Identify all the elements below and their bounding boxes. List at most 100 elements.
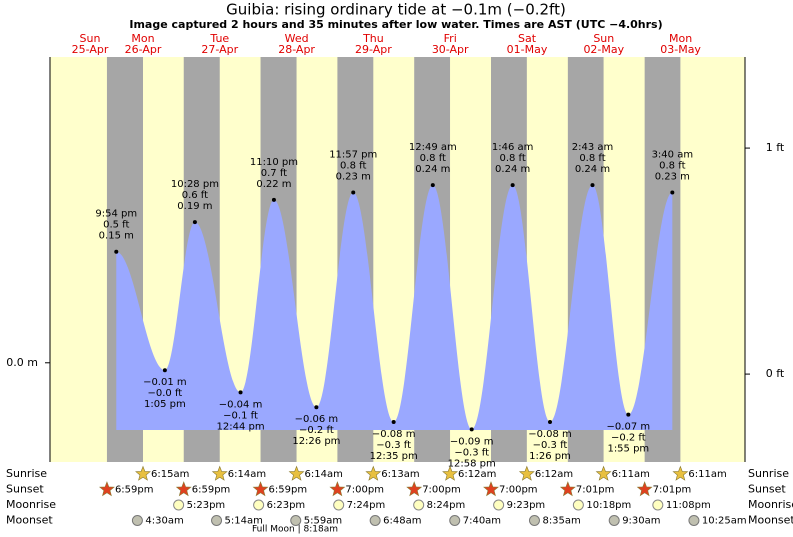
tide-m: 0.19 m (177, 201, 212, 212)
tide-ft: 0.7 ft (261, 168, 287, 179)
tide-time: 1:26 pm (529, 451, 571, 462)
row-label-left: Moonrise (6, 498, 56, 511)
row-time: 7:00pm (499, 485, 538, 496)
tide-time: 1:05 pm (144, 399, 186, 410)
tide-point (271, 197, 276, 202)
tide-m: 0.24 m (415, 164, 450, 175)
row-time: 6:13am (381, 469, 419, 480)
tide-ft: −0.3 ft (533, 440, 568, 451)
moonrise-icon (493, 499, 505, 511)
day-date: 03-May (660, 43, 701, 56)
row-time: 6:59pm (192, 485, 231, 496)
tide-ft: −0.3 ft (454, 447, 489, 458)
day-weekday: Thu (362, 32, 384, 45)
moonset-icon (449, 515, 461, 526)
tide-m: 0.22 m (256, 179, 291, 190)
row-time: 6:59pm (115, 485, 154, 496)
sunset-icon (329, 481, 346, 497)
sunset-icon (175, 481, 192, 497)
tide-ft: −0.3 ft (376, 440, 411, 451)
day-weekday: Sun (593, 32, 614, 45)
moonset-icon (369, 515, 381, 526)
y2-tick-label: 1 ft (766, 141, 785, 154)
day-date: 02-May (583, 43, 624, 56)
moonrise-icon (173, 499, 185, 511)
sunset-icon (483, 481, 499, 497)
row-time: 6:12am (535, 469, 573, 480)
tide-m: −0.06 m (295, 414, 339, 425)
day-date: 29-Apr (355, 43, 392, 56)
tide-m: −0.04 m (219, 399, 263, 410)
tide-point (547, 420, 552, 425)
tide-ft: −0.0 ft (147, 388, 182, 399)
tide-point (469, 427, 474, 432)
tide-time: 12:26 pm (292, 436, 340, 447)
tide-time: 3:40 am (652, 149, 694, 160)
tide-time: 1:55 pm (607, 444, 649, 455)
tide-time: 12:44 pm (216, 421, 264, 432)
tide-m: 0.23 m (655, 171, 690, 182)
day-weekday: Mon (131, 32, 154, 45)
row-time: 7:00pm (422, 485, 461, 496)
day-weekday: Sat (518, 32, 537, 45)
tide-ft: −0.1 ft (223, 410, 258, 421)
tide-point (590, 183, 595, 188)
row-time: 6:48am (383, 516, 421, 527)
day-weekday: Wed (285, 32, 309, 45)
tide-time: 12:58 pm (448, 458, 496, 469)
sunrise-icon (595, 465, 612, 481)
day-weekday: Tue (209, 32, 229, 45)
y2-tick-label: 0 ft (766, 367, 785, 380)
tide-time: 11:57 pm (329, 149, 377, 160)
tide-m: 0.23 m (336, 171, 371, 182)
tide-point (114, 249, 119, 254)
moonrise-icon (253, 499, 265, 511)
sunset-icon (406, 481, 423, 497)
chart-title: Guibia: rising ordinary tide at −0.1m (−… (226, 1, 566, 19)
row-time: 6:59pm (269, 485, 308, 496)
tide-m: 0.15 m (99, 231, 134, 242)
tide-m: 0.24 m (495, 164, 530, 175)
tide-ft: 0.8 ft (499, 153, 525, 164)
tide-point (670, 190, 675, 195)
tide-m: −0.01 m (143, 377, 187, 388)
moonset-icon (211, 515, 223, 526)
row-time: 6:14am (228, 469, 266, 480)
day-date: 25-Apr (72, 43, 109, 56)
chart-subtitle: Image captured 2 hours and 35 minutes af… (129, 18, 662, 31)
tide-ft: 0.8 ft (659, 160, 685, 171)
tide-m: −0.07 m (607, 422, 651, 433)
sunrise-icon (518, 465, 535, 481)
day-weekday: Fri (444, 32, 457, 45)
row-time: 9:23pm (507, 500, 546, 511)
tide-time: 11:10 pm (250, 157, 298, 168)
sunrise-icon (672, 465, 689, 481)
sunrise-icon (288, 465, 305, 481)
row-label-right: Sunrise (748, 467, 789, 480)
tide-point (314, 405, 319, 410)
day-date: 28-Apr (278, 43, 315, 56)
row-time: 7:01pm (576, 485, 615, 496)
tide-point (192, 220, 197, 225)
day-weekday: Sun (80, 32, 101, 45)
row-time: 6:12am (458, 469, 496, 480)
moonset-icon (688, 515, 700, 526)
tide-ft: 0.5 ft (103, 220, 129, 231)
day-date: 26-Apr (125, 43, 162, 56)
row-time: 5:23pm (187, 500, 226, 511)
row-time: 7:01pm (653, 485, 692, 496)
tide-ft: 0.8 ft (420, 153, 446, 164)
tide-point (162, 368, 167, 373)
tide-time: 9:54 pm (95, 209, 137, 220)
moonrise-icon (652, 499, 664, 511)
row-label-right: Moonset (748, 514, 793, 527)
tide-point (351, 190, 356, 195)
moonset-icon (608, 515, 620, 526)
row-time: 8:35am (542, 516, 580, 527)
row-time: 6:15am (151, 469, 189, 480)
tide-m: 0.24 m (575, 164, 610, 175)
row-time: 7:40am (463, 516, 501, 527)
row-time: 6:23pm (267, 500, 306, 511)
y-tick-label: 0.0 m (6, 356, 38, 369)
